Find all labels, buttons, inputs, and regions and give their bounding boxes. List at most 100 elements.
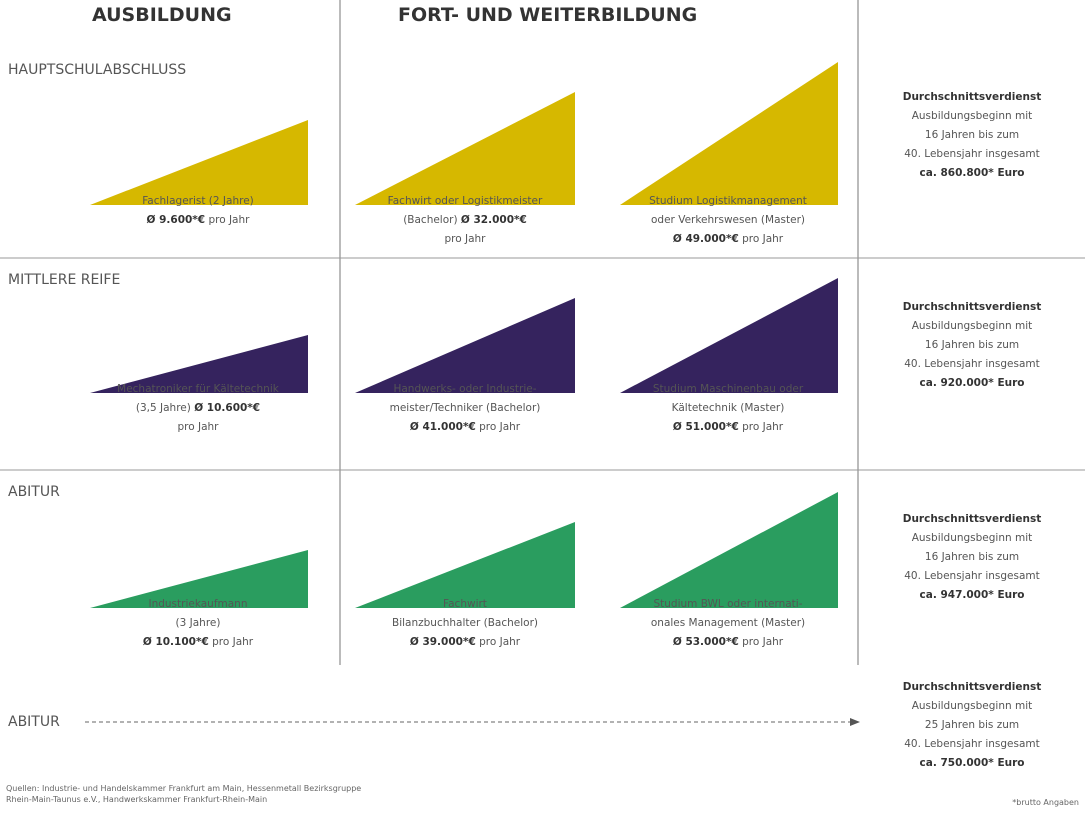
text-segment: 40. Lebensjahr insgesamt xyxy=(904,148,1040,160)
text-segment: meister/Techniker (Bachelor) xyxy=(389,402,541,414)
text-block: Studium BWL oder internati-onales Manage… xyxy=(598,595,858,652)
text-line: Fachwirt oder Logistikmeister xyxy=(335,192,595,211)
text-segment: 40. Lebensjahr insgesamt xyxy=(904,570,1040,582)
triangle xyxy=(620,62,838,205)
text-segment: Ausbildungsbeginn mit xyxy=(911,110,1033,122)
text-line: pro Jahr xyxy=(68,418,328,437)
text-line: Ausbildungsbeginn mit xyxy=(842,317,1085,336)
text-block: Studium Logistikmanagement oder Verkehrsw… xyxy=(598,192,858,249)
text-segment: Ausbildungsbeginn mit xyxy=(911,700,1033,712)
text-segment: Fachwirt oder Logistikmeister xyxy=(387,195,543,207)
text-line: Ø 49.000*€ pro Jahr xyxy=(598,230,858,249)
text-segment: Ø 41.000*€ xyxy=(409,421,476,433)
row-label: HAUPTSCHULABSCHLUSS xyxy=(8,62,187,78)
text-block: Durchschnittsverdienst Ausbildungsbeginn … xyxy=(842,678,1085,773)
text-segment: Durchschnittsverdienst xyxy=(902,301,1042,313)
text-segment: Fachlagerist (2 Jahre) xyxy=(142,195,254,207)
text-line: Fachlagerist (2 Jahre) xyxy=(68,192,328,211)
text-segment: (3 Jahre) xyxy=(175,617,221,629)
triangle xyxy=(90,550,308,608)
text-line: 16 Jahren bis zum xyxy=(842,336,1085,355)
text-line: Ausbildungsbeginn mit xyxy=(842,529,1085,548)
text-segment: ca. 860.800* Euro xyxy=(919,167,1025,179)
text-segment: Ø 53.000*€ xyxy=(672,636,739,648)
triangle xyxy=(620,278,838,393)
text-line: Durchschnittsverdienst xyxy=(842,510,1085,529)
text-segment: 16 Jahren bis zum xyxy=(924,129,1020,141)
footnote: *brutto Angaben xyxy=(1012,798,1079,807)
source-line: Rhein-Main-Taunus e.V., Handwerkskammer … xyxy=(6,795,268,804)
text-segment: Ausbildungsbeginn mit xyxy=(911,320,1033,332)
text-line: Ø 41.000*€ pro Jahr xyxy=(335,418,595,437)
text-segment: Industriekaufmann xyxy=(148,598,248,610)
text-block: Durchschnittsverdienst Ausbildungsbeginn … xyxy=(842,298,1085,393)
text-segment: Bilanzbuchhalter (Bachelor) xyxy=(391,617,538,629)
text-line: Ø 51.000*€ pro Jahr xyxy=(598,418,858,437)
text-segment: 40. Lebensjahr insgesamt xyxy=(904,358,1040,370)
text-block: Industriekaufmann (3 Jahre) Ø 10.100*€ pro… xyxy=(68,595,328,652)
text-block: Fachwirt oder Logistikmeister (Bachelor) … xyxy=(335,192,595,249)
row-label: ABITUR xyxy=(8,484,60,500)
text-line: onales Management (Master) xyxy=(598,614,858,633)
row-label: MITTLERE REIFE xyxy=(8,272,121,288)
text-segment: Ø 32.000*€ xyxy=(460,214,527,226)
text-line: Ausbildungsbeginn mit xyxy=(842,107,1085,126)
triangle xyxy=(355,522,575,608)
text-line: Durchschnittsverdienst xyxy=(842,88,1085,107)
text-block: Fachlagerist (2 Jahre) Ø 9.600*€ pro Jahr xyxy=(68,192,328,230)
text-line: 40. Lebensjahr insgesamt xyxy=(842,145,1085,164)
text-line: (Bachelor) Ø 32.000*€ xyxy=(335,211,595,230)
text-segment: pro Jahr xyxy=(475,636,521,648)
text-segment: Handwerks- oder Industrie- xyxy=(393,383,537,395)
header: AUSBILDUNG xyxy=(92,4,232,26)
source-line: Quellen: Industrie- und Handelskammer Fr… xyxy=(6,784,362,793)
text-segment: Mechatroniker für Kältetechnik xyxy=(117,383,279,395)
text-segment: Ø 10.600*€ xyxy=(194,402,261,414)
text-line: 40. Lebensjahr insgesamt xyxy=(842,567,1085,586)
text-line: Studium BWL oder internati- xyxy=(598,595,858,614)
text-line: Ø 53.000*€ pro Jahr xyxy=(598,633,858,652)
text-line: Fachwirt xyxy=(335,595,595,614)
text-line: ca. 860.800* Euro xyxy=(842,164,1085,183)
text-line: (3,5 Jahre) Ø 10.600*€ xyxy=(68,399,328,418)
text-line: Ausbildungsbeginn mit xyxy=(842,697,1085,716)
text-line: ca. 920.000* Euro xyxy=(842,374,1085,393)
text-segment: pro Jahr xyxy=(208,636,254,648)
text-line: 40. Lebensjahr insgesamt xyxy=(842,355,1085,374)
text-block: Mechatroniker für Kältetechnik (3,5 Jahre… xyxy=(68,380,328,437)
text-segment: 40. Lebensjahr insgesamt xyxy=(904,738,1040,750)
text-segment: 16 Jahren bis zum xyxy=(924,551,1020,563)
header: FORT- UND WEITERBILDUNG xyxy=(398,4,698,26)
text-line: ca. 750.000* Euro xyxy=(842,754,1085,773)
text-segment: Ø 10.100*€ xyxy=(142,636,209,648)
text-segment: Studium Maschinenbau oder xyxy=(652,383,804,395)
text-segment: Studium BWL oder internati- xyxy=(653,598,803,610)
text-line: Durchschnittsverdienst xyxy=(842,678,1085,697)
text-line: 25 Jahren bis zum xyxy=(842,716,1085,735)
text-line: 16 Jahren bis zum xyxy=(842,126,1085,145)
text-segment: Studium Logistikmanagement xyxy=(649,195,807,207)
text-line: Ø 10.100*€ pro Jahr xyxy=(68,633,328,652)
text-line: pro Jahr xyxy=(335,230,595,249)
text-block: Durchschnittsverdienst Ausbildungsbeginn … xyxy=(842,510,1085,605)
text-segment: Durchschnittsverdienst xyxy=(902,513,1042,525)
text-line: Industriekaufmann xyxy=(68,595,328,614)
text-segment: Ø 39.000*€ xyxy=(409,636,476,648)
text-segment: pro Jahr xyxy=(738,421,784,433)
text-segment: Ø 51.000*€ xyxy=(672,421,739,433)
text-segment: Kältetechnik (Master) xyxy=(671,402,785,414)
text-line: (3 Jahre) xyxy=(68,614,328,633)
text-segment: ca. 920.000* Euro xyxy=(919,377,1025,389)
text-segment: pro Jahr xyxy=(475,421,521,433)
text-block: Studium Maschinenbau oder Kältetechnik (M… xyxy=(598,380,858,437)
text-block: Handwerks- oder Industrie-meister/Techni… xyxy=(335,380,595,437)
text-segment: ca. 947.000* Euro xyxy=(919,589,1025,601)
arrowhead xyxy=(850,718,860,726)
triangle xyxy=(355,298,575,393)
text-segment: Fachwirt xyxy=(443,598,487,610)
text-line: Durchschnittsverdienst xyxy=(842,298,1085,317)
text-line: Handwerks- oder Industrie- xyxy=(335,380,595,399)
text-segment: onales Management (Master) xyxy=(650,617,806,629)
text-line: Mechatroniker für Kältetechnik xyxy=(68,380,328,399)
